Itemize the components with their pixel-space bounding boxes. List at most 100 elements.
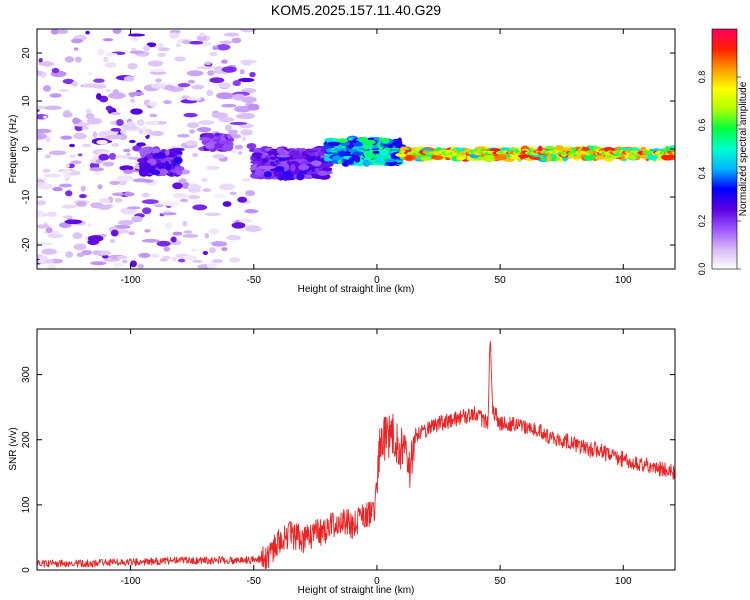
spectrogram-cell [97, 150, 110, 156]
spectrogram-cell [212, 45, 219, 51]
spectrogram-cell [246, 142, 257, 150]
spectrogram-cell [44, 105, 62, 111]
spectrogram-cell [455, 156, 464, 160]
spectrogram-cell [192, 152, 199, 158]
spectrogram-cell [150, 130, 164, 137]
spectrogram-cell [241, 60, 252, 66]
spectrogram-cell [177, 258, 186, 263]
spectrogram-cell [39, 255, 48, 262]
spectrogram-cell [73, 132, 87, 140]
spectrogram-cell [219, 40, 234, 44]
spectrogram-cell [122, 148, 131, 153]
spectrogram-cell [79, 193, 87, 199]
spectrogram-cell [71, 81, 79, 87]
spectrogram-cell [238, 77, 255, 83]
spectrogram-cell [241, 96, 257, 103]
spectrogram-cell [197, 34, 207, 42]
spectrogram-cell [232, 93, 246, 101]
spectrogram-cell [45, 135, 51, 143]
spectrogram-cell [98, 153, 110, 161]
spectrogram-cell [86, 117, 103, 125]
snr-y-label: SNR (v/v) [8, 427, 19, 470]
spectrogram-cell [315, 167, 320, 173]
spectrogram-cell [163, 100, 172, 105]
spectrogram-cell [65, 163, 71, 168]
spectrogram-cell [224, 143, 233, 152]
spectrogram-cell [80, 185, 86, 192]
spectrogram-cells [37, 29, 675, 269]
spectrogram-cell [116, 255, 128, 259]
spectrogram-cell [254, 169, 265, 176]
spectrogram-cell [237, 112, 255, 120]
spectrogram-cell [143, 179, 154, 183]
spectrogram-cell [148, 101, 159, 107]
spectrogram-cell [74, 56, 82, 63]
spectrogram-cell [378, 137, 384, 142]
spectrogram-cell [153, 148, 160, 154]
spectrogram-cell [89, 162, 100, 169]
spectrogram-cell [630, 155, 637, 160]
spectrogram-cell [128, 231, 136, 236]
colorbar-tick-label: 0.6 [697, 119, 707, 132]
spectrogram-cell [250, 160, 262, 164]
spectrogram-cell [211, 112, 229, 119]
spectrogram-cell [37, 109, 40, 113]
spectrogram-cell [290, 163, 296, 172]
spectrogram-cell [41, 248, 57, 255]
spectrogram-cell [42, 168, 51, 173]
spectrogram-cell [141, 192, 150, 198]
spectrogram-cell [103, 56, 109, 63]
spectrogram-cell [144, 120, 160, 126]
spectrogram-cell [369, 159, 377, 163]
spectrogram-x-tick-label: 50 [495, 275, 507, 286]
spectrogram-cell [310, 160, 322, 166]
chart-title: KOM5.2025.157.11.40.G29 [271, 2, 441, 18]
spectrogram-cell [136, 142, 146, 147]
spectrogram-cell [72, 117, 81, 125]
spectrogram-cell [60, 135, 73, 140]
spectrogram-cell [275, 166, 285, 172]
colorbar-tick-label: 0.8 [697, 71, 707, 84]
spectrogram-cell [372, 145, 378, 149]
spectrogram-cell [129, 50, 144, 55]
spectrogram-cell [161, 212, 177, 216]
spectrogram-cell [98, 131, 109, 138]
spectrogram-cell [211, 241, 228, 247]
spectrogram-cell [216, 43, 231, 51]
spectrogram-cell [98, 197, 111, 204]
spectrogram-cell [151, 169, 161, 176]
spectrogram-cell [113, 224, 131, 229]
spectrogram-cell [240, 129, 253, 136]
spectrogram-cell [104, 62, 117, 69]
spectrogram-cell [482, 154, 496, 163]
snr-y-tick-label: 0 [21, 567, 32, 573]
spectrogram-cell [123, 169, 134, 174]
spectrogram-cell [218, 117, 235, 123]
spectrogram-cell [112, 262, 123, 268]
spectrogram-cell [157, 52, 167, 58]
spectrogram-cell [204, 142, 215, 150]
spectrogram-cell [170, 236, 177, 243]
spectrogram-cell [172, 182, 183, 190]
spectrogram-cell [58, 183, 73, 188]
spectrogram-cell [97, 48, 104, 56]
colorbar-tick-label: 0.2 [697, 215, 707, 228]
spectrogram-cell [130, 37, 139, 42]
spectrogram-cell [229, 257, 241, 263]
spectrogram-cell [239, 69, 245, 75]
spectrogram-cell [149, 71, 167, 75]
spectrogram-cell [189, 40, 204, 45]
spectrogram-cell [174, 165, 185, 172]
spectrogram-cell [317, 170, 329, 176]
spectrogram-cell [221, 95, 235, 99]
spectrogram-cell [183, 230, 193, 234]
spectrogram-cell [546, 154, 552, 162]
spectrogram-cell [44, 154, 52, 159]
colorbar-gradient [712, 29, 737, 269]
spectrogram-cell [101, 254, 109, 259]
spectrogram-cell [298, 164, 310, 171]
spectrogram-cell [212, 154, 226, 160]
spectrogram-cell [234, 105, 252, 113]
spectrogram-cell [221, 66, 237, 73]
spectrogram-cell [153, 204, 164, 208]
